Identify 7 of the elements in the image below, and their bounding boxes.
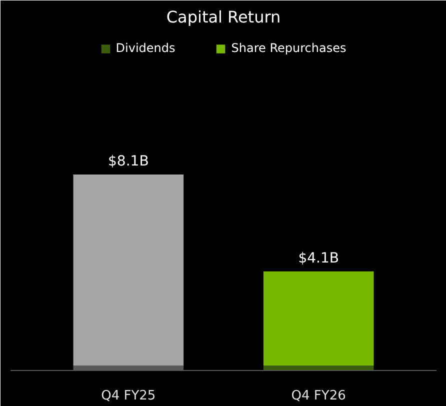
legend-label: Share Repurchases bbox=[231, 41, 346, 55]
x-tick-label: Q4 FY26 bbox=[291, 388, 346, 404]
annotation: $4.1B bbox=[298, 250, 339, 266]
annotation: $8.1B bbox=[108, 154, 149, 170]
legend-label: Dividends bbox=[116, 41, 176, 55]
x-tick-label: Q4 FY25 bbox=[101, 388, 156, 404]
chart-title: Capital Return bbox=[166, 8, 281, 26]
